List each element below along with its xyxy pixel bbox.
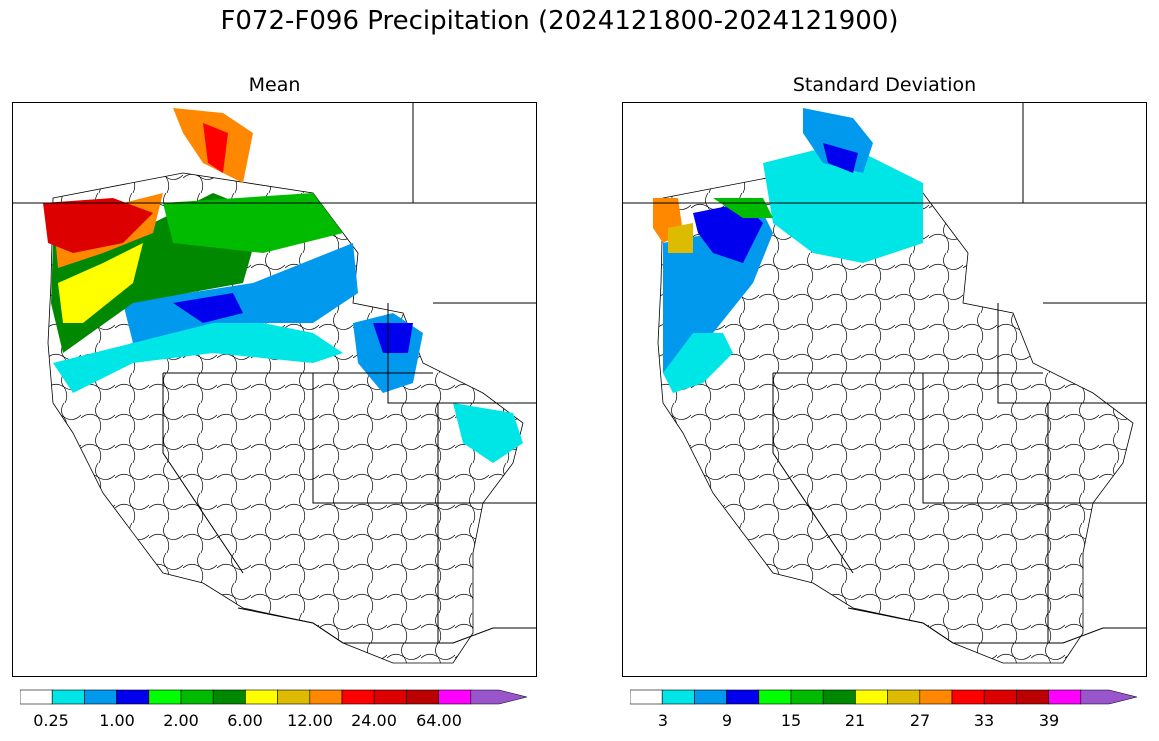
std-colorbar <box>629 688 1145 712</box>
precip-green <box>163 193 343 253</box>
west-us-land <box>657 172 1134 664</box>
colorbar-segment <box>212 689 246 705</box>
std-cyan-west <box>663 333 733 393</box>
mean-tick-label: 12.00 <box>287 711 333 730</box>
colorbar-segment <box>1016 689 1049 705</box>
precip-north-red <box>203 123 228 173</box>
std-tick-label: 15 <box>780 711 802 730</box>
colorbar-segment <box>983 689 1017 705</box>
state-borders <box>13 103 536 644</box>
colorbar-segment <box>822 689 856 705</box>
colorbar-segment <box>470 689 528 705</box>
colorbar-segment <box>406 689 439 705</box>
precip-cyan <box>53 313 343 393</box>
state-borders <box>623 103 1146 644</box>
mean-colorbar <box>19 688 535 712</box>
std-darkblue-north <box>823 143 858 173</box>
mean-panel-title: Mean <box>248 74 301 96</box>
mean-tick-label: 2.00 <box>163 711 199 730</box>
colorbar-segment <box>887 689 921 705</box>
colorbar-segment <box>116 689 150 705</box>
precip-red <box>43 198 153 253</box>
std-colorbar-svg <box>629 689 1138 705</box>
colorbar-segment <box>51 689 85 705</box>
colorbar-segment <box>148 689 182 705</box>
precip-east-cyan <box>453 403 523 463</box>
colorbar-segment <box>855 689 888 705</box>
colorbar-segment <box>790 689 824 705</box>
colorbar-segment <box>726 689 760 705</box>
colorbar-segment <box>951 689 985 705</box>
std-tick-label: 27 <box>909 711 931 730</box>
std-tick-label: 33 <box>973 711 995 730</box>
colorbar-segment <box>19 689 53 705</box>
colorbar-segment <box>84 689 117 705</box>
std-tick-label: 39 <box>1038 711 1060 730</box>
std-panel-title: Standard Deviation <box>792 74 977 96</box>
colorbar-segment <box>629 689 663 705</box>
colorbar-segment <box>277 689 311 705</box>
colorbar-segment <box>1080 689 1138 705</box>
mean-tick-label: 6.00 <box>227 711 263 730</box>
mean-tick-label: 1.00 <box>99 711 135 730</box>
std-tick-label: 9 <box>721 711 733 730</box>
colorbar-segment <box>309 689 343 705</box>
mean-tick-label: 64.00 <box>416 711 462 730</box>
precip-yellow <box>58 243 143 323</box>
precip-blue <box>123 243 358 343</box>
mean-colorbar-svg <box>19 689 528 705</box>
mean-tick-label: 24.00 <box>351 711 397 730</box>
colorbar-segment <box>661 689 695 705</box>
std-map <box>622 102 1147 677</box>
mean-map <box>12 102 537 677</box>
std-tick-label: 21 <box>844 711 866 730</box>
colorbar-segment <box>438 689 472 705</box>
colorbar-segment <box>245 689 278 705</box>
precip-darkblue-2 <box>373 323 413 353</box>
colorbar-segment <box>694 689 727 705</box>
colorbar-segment <box>919 689 953 705</box>
precip-darkblue <box>173 293 243 323</box>
std-tick-label: 3 <box>657 711 669 730</box>
colorbar-segment <box>373 689 407 705</box>
mean-tick-label: 0.25 <box>33 711 69 730</box>
figure-title: F072-F096 Precipitation (2024121800-2024… <box>220 6 899 36</box>
colorbar-segment <box>758 689 792 705</box>
mean-map-canvas <box>13 103 536 664</box>
colorbar-segment <box>180 689 214 705</box>
std-yellow <box>668 223 693 253</box>
colorbar-segment <box>341 689 375 705</box>
std-map-canvas <box>623 103 1146 664</box>
colorbar-segment <box>1048 689 1082 705</box>
